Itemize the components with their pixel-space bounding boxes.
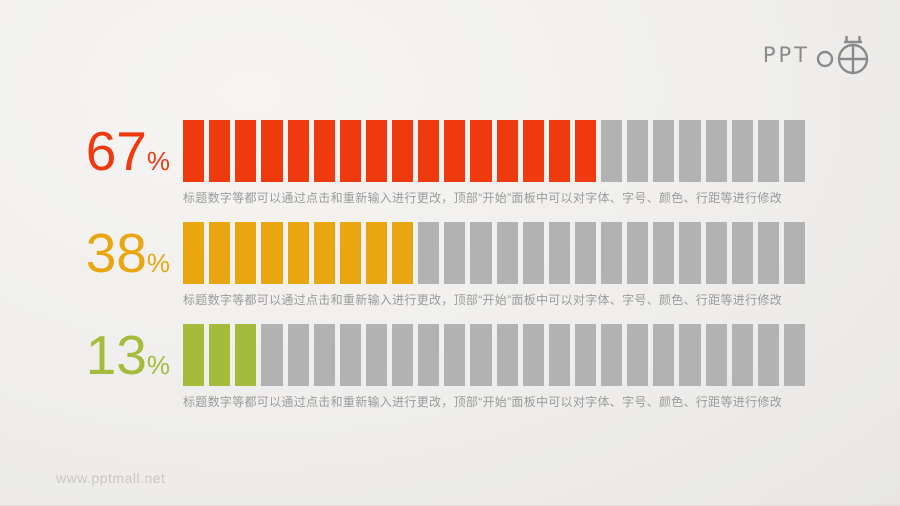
bar-segment [783,222,805,284]
bar-segment [783,324,805,386]
bar-segment [339,120,361,182]
bar-segment [731,324,753,386]
logo-text: PPT [762,43,810,67]
percent-rows: 67% 标题数字等都可以通过点击和重新输入进行更改，顶部“开始”面板中可以对字体… [55,120,805,426]
bar-segment [627,120,649,182]
segmented-bar [183,324,805,386]
logo: PPT [763,34,872,76]
row-caption: 标题数字等都可以通过点击和重新输入进行更改，顶部“开始”面板中可以对字体、字号、… [183,191,782,205]
bar-segment [470,222,492,284]
segmented-bar [183,222,805,284]
bar-segment [627,222,649,284]
percent-number: 67 [85,120,147,182]
bar-segment [339,324,361,386]
percent-number: 38 [85,222,147,284]
bar-segment [574,120,596,182]
bar-segment [287,120,309,182]
bar-segment [261,324,283,386]
bar-segment [261,120,283,182]
percent-row: 67% 标题数字等都可以通过点击和重新输入进行更改，顶部“开始”面板中可以对字体… [55,120,805,206]
bar-segment [235,120,257,182]
bar-segment [183,324,205,386]
bar-segment [653,120,675,182]
bar-segment [235,324,257,386]
bar-segment [365,324,387,386]
bar-segment [627,324,649,386]
bar-segment [313,324,335,386]
percent-value: 38% [55,222,183,294]
bar-segment [522,120,544,182]
bar-segment [444,120,466,182]
bar-segment [783,120,805,182]
bar-segment [757,324,779,386]
bar-segment [365,222,387,284]
bar-segment [183,222,205,284]
bar-segment [392,120,414,182]
bar-segment [235,222,257,284]
percent-row: 38% 标题数字等都可以通过点击和重新输入进行更改，顶部“开始”面板中可以对字体… [55,222,805,308]
bar-segment [601,324,623,386]
bar-segment [574,324,596,386]
bar-segment [313,120,335,182]
percent-sign: % [146,146,170,176]
bar-segment [548,120,570,182]
percent-row: 13% 标题数字等都可以通过点击和重新输入进行更改，顶部“开始”面板中可以对字体… [55,324,805,410]
bar-segment [392,324,414,386]
bar-segment [444,222,466,284]
bar-column: 标题数字等都可以通过点击和重新输入进行更改，顶部“开始”面板中可以对字体、字号、… [183,222,805,308]
bar-segment [522,222,544,284]
bar-segment [392,222,414,284]
bar-segment [601,120,623,182]
percent-value: 67% [55,120,183,192]
bar-column: 标题数字等都可以通过点击和重新输入进行更改，顶部“开始”面板中可以对字体、字号、… [183,120,805,206]
bar-segment [522,324,544,386]
bar-segment [757,120,779,182]
bar-segment [653,324,675,386]
bar-segment [496,120,518,182]
bar-segment [679,324,701,386]
watermark: www.pptmall.net [56,470,166,486]
row-caption: 标题数字等都可以通过点击和重新输入进行更改，顶部“开始”面板中可以对字体、字号、… [183,293,782,307]
bar-segment [496,324,518,386]
bar-column: 标题数字等都可以通过点击和重新输入进行更改，顶部“开始”面板中可以对字体、字号、… [183,324,805,410]
bar-segment [548,324,570,386]
bar-segment [731,120,753,182]
bar-segment [574,222,596,284]
bar-segment [548,222,570,284]
bar-segment [261,222,283,284]
bar-segment [287,222,309,284]
segmented-bar [183,120,805,182]
bar-segment [705,222,727,284]
bar-segment [313,222,335,284]
bar-segment [653,222,675,284]
bar-segment [705,120,727,182]
bar-segment [705,324,727,386]
bar-segment [339,222,361,284]
bar-segment [183,120,205,182]
row-caption: 标题数字等都可以通过点击和重新输入进行更改，顶部“开始”面板中可以对字体、字号、… [183,395,782,409]
bar-segment [287,324,309,386]
bar-segment [209,324,231,386]
bar-segment [601,222,623,284]
bar-segment [209,222,231,284]
bar-segment [418,222,440,284]
bar-segment [470,120,492,182]
percent-sign: % [146,248,170,278]
percent-number: 13 [85,324,147,386]
bar-segment [418,120,440,182]
bar-segment [470,324,492,386]
percent-value: 13% [55,324,183,396]
bar-segment [365,120,387,182]
bar-segment [209,120,231,182]
bar-segment [679,222,701,284]
bar-segment [731,222,753,284]
bar-segment [418,324,440,386]
bomb-crosshair-icon [816,36,869,75]
bar-segment [679,120,701,182]
percent-sign: % [146,350,170,380]
bar-segment [444,324,466,386]
bar-segment [757,222,779,284]
bar-segment [496,222,518,284]
